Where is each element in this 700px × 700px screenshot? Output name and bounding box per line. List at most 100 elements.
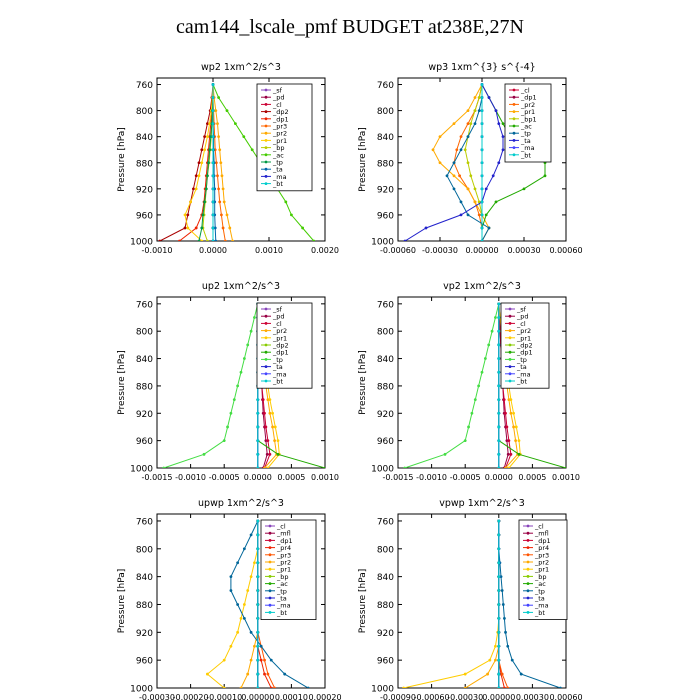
legend-marker [264,139,268,142]
series-point [232,398,236,401]
series-point [452,122,456,126]
legend-marker [526,524,530,528]
series-point [211,226,215,230]
legend-label: _dp2 [516,342,533,350]
y-axis-label: Pressure [hPa] [117,569,127,634]
series-point [268,411,272,415]
series-point [256,439,260,443]
series-point [491,174,495,178]
series-point [497,411,501,415]
y-tick-label: 1000 [371,465,394,475]
y-tick-label: 800 [136,545,153,555]
series-point [497,575,501,579]
series-point [200,226,204,230]
y-tick-label: 880 [136,159,153,169]
legend-marker [508,336,512,340]
legend-marker [526,603,530,607]
legend-marker [264,336,268,340]
series-point [211,239,215,241]
series-point [477,213,481,217]
series-point [487,343,491,347]
series-point [505,439,509,443]
series-point [256,411,260,415]
series-point [283,672,287,676]
series-point [473,200,477,204]
legend-label: _bp [534,573,547,581]
series-point [487,96,491,99]
series-point [424,226,428,230]
series-point [497,617,501,620]
series-point [438,135,442,139]
legend-label: _pr1 [520,108,535,116]
series-point [480,370,484,374]
series-point [269,658,273,662]
legend-marker [264,322,268,325]
series-point [466,213,470,217]
series-point [256,533,260,537]
legend-marker [508,322,512,325]
series-point [273,439,276,443]
legend-marker [512,117,516,121]
series-point [497,686,501,688]
series-point [216,174,219,178]
series-point [505,425,509,429]
series-point [480,148,484,152]
legend-marker [264,88,268,92]
legend-label: _pr2 [534,559,549,567]
series-point [497,439,501,443]
legend-marker [512,146,516,150]
legend-label: _bt [276,609,287,617]
series-point [517,452,521,456]
y-tick-label: 960 [136,437,153,447]
y-tick-label: 840 [377,573,394,583]
series-line [432,84,490,241]
x-tick-label: 0.00060 [549,246,582,255]
series-point [463,672,467,676]
legend-label: _dp1 [276,537,293,545]
series-point [480,135,484,139]
series-point [256,519,260,523]
series-point [473,96,477,99]
series-point [452,174,456,178]
series-point [186,226,190,230]
series-point [214,239,218,241]
series-point [249,575,253,579]
plot-frame [397,296,567,469]
series-point [225,213,229,217]
y-tick-label: 920 [377,410,394,420]
series-line [159,84,214,241]
legend-marker [508,343,512,347]
series-point [473,122,477,126]
x-tick-label: -0.00030 [422,246,458,255]
legend-marker [268,531,272,535]
series-point [477,96,481,99]
series-point [236,603,240,606]
series-point [266,672,270,676]
series-point [249,329,253,333]
legend-label: _ma [534,602,549,610]
series-point [484,187,488,191]
series-point [219,161,223,165]
series-point [211,187,215,191]
series-point [183,213,187,217]
x-tick-label: -0.00060 [380,246,416,255]
series-point [497,603,501,606]
series-group [206,519,310,688]
legend-label: _bt [534,609,545,617]
series-point [222,200,226,204]
series-point [192,187,195,191]
legend-label: _dp2 [272,342,289,350]
series-point [211,122,215,126]
legend-marker [264,146,268,150]
series-point [466,122,470,126]
series-point [236,561,240,565]
series-point [178,239,181,241]
series-point [497,370,501,374]
legend-label: _dp1 [520,94,537,102]
legend-marker [526,589,530,593]
legend-marker [512,124,516,128]
series-point [221,187,225,191]
plot-frame [156,77,326,242]
x-tick-label: -0.00030 [447,693,483,700]
series-point [220,174,224,178]
